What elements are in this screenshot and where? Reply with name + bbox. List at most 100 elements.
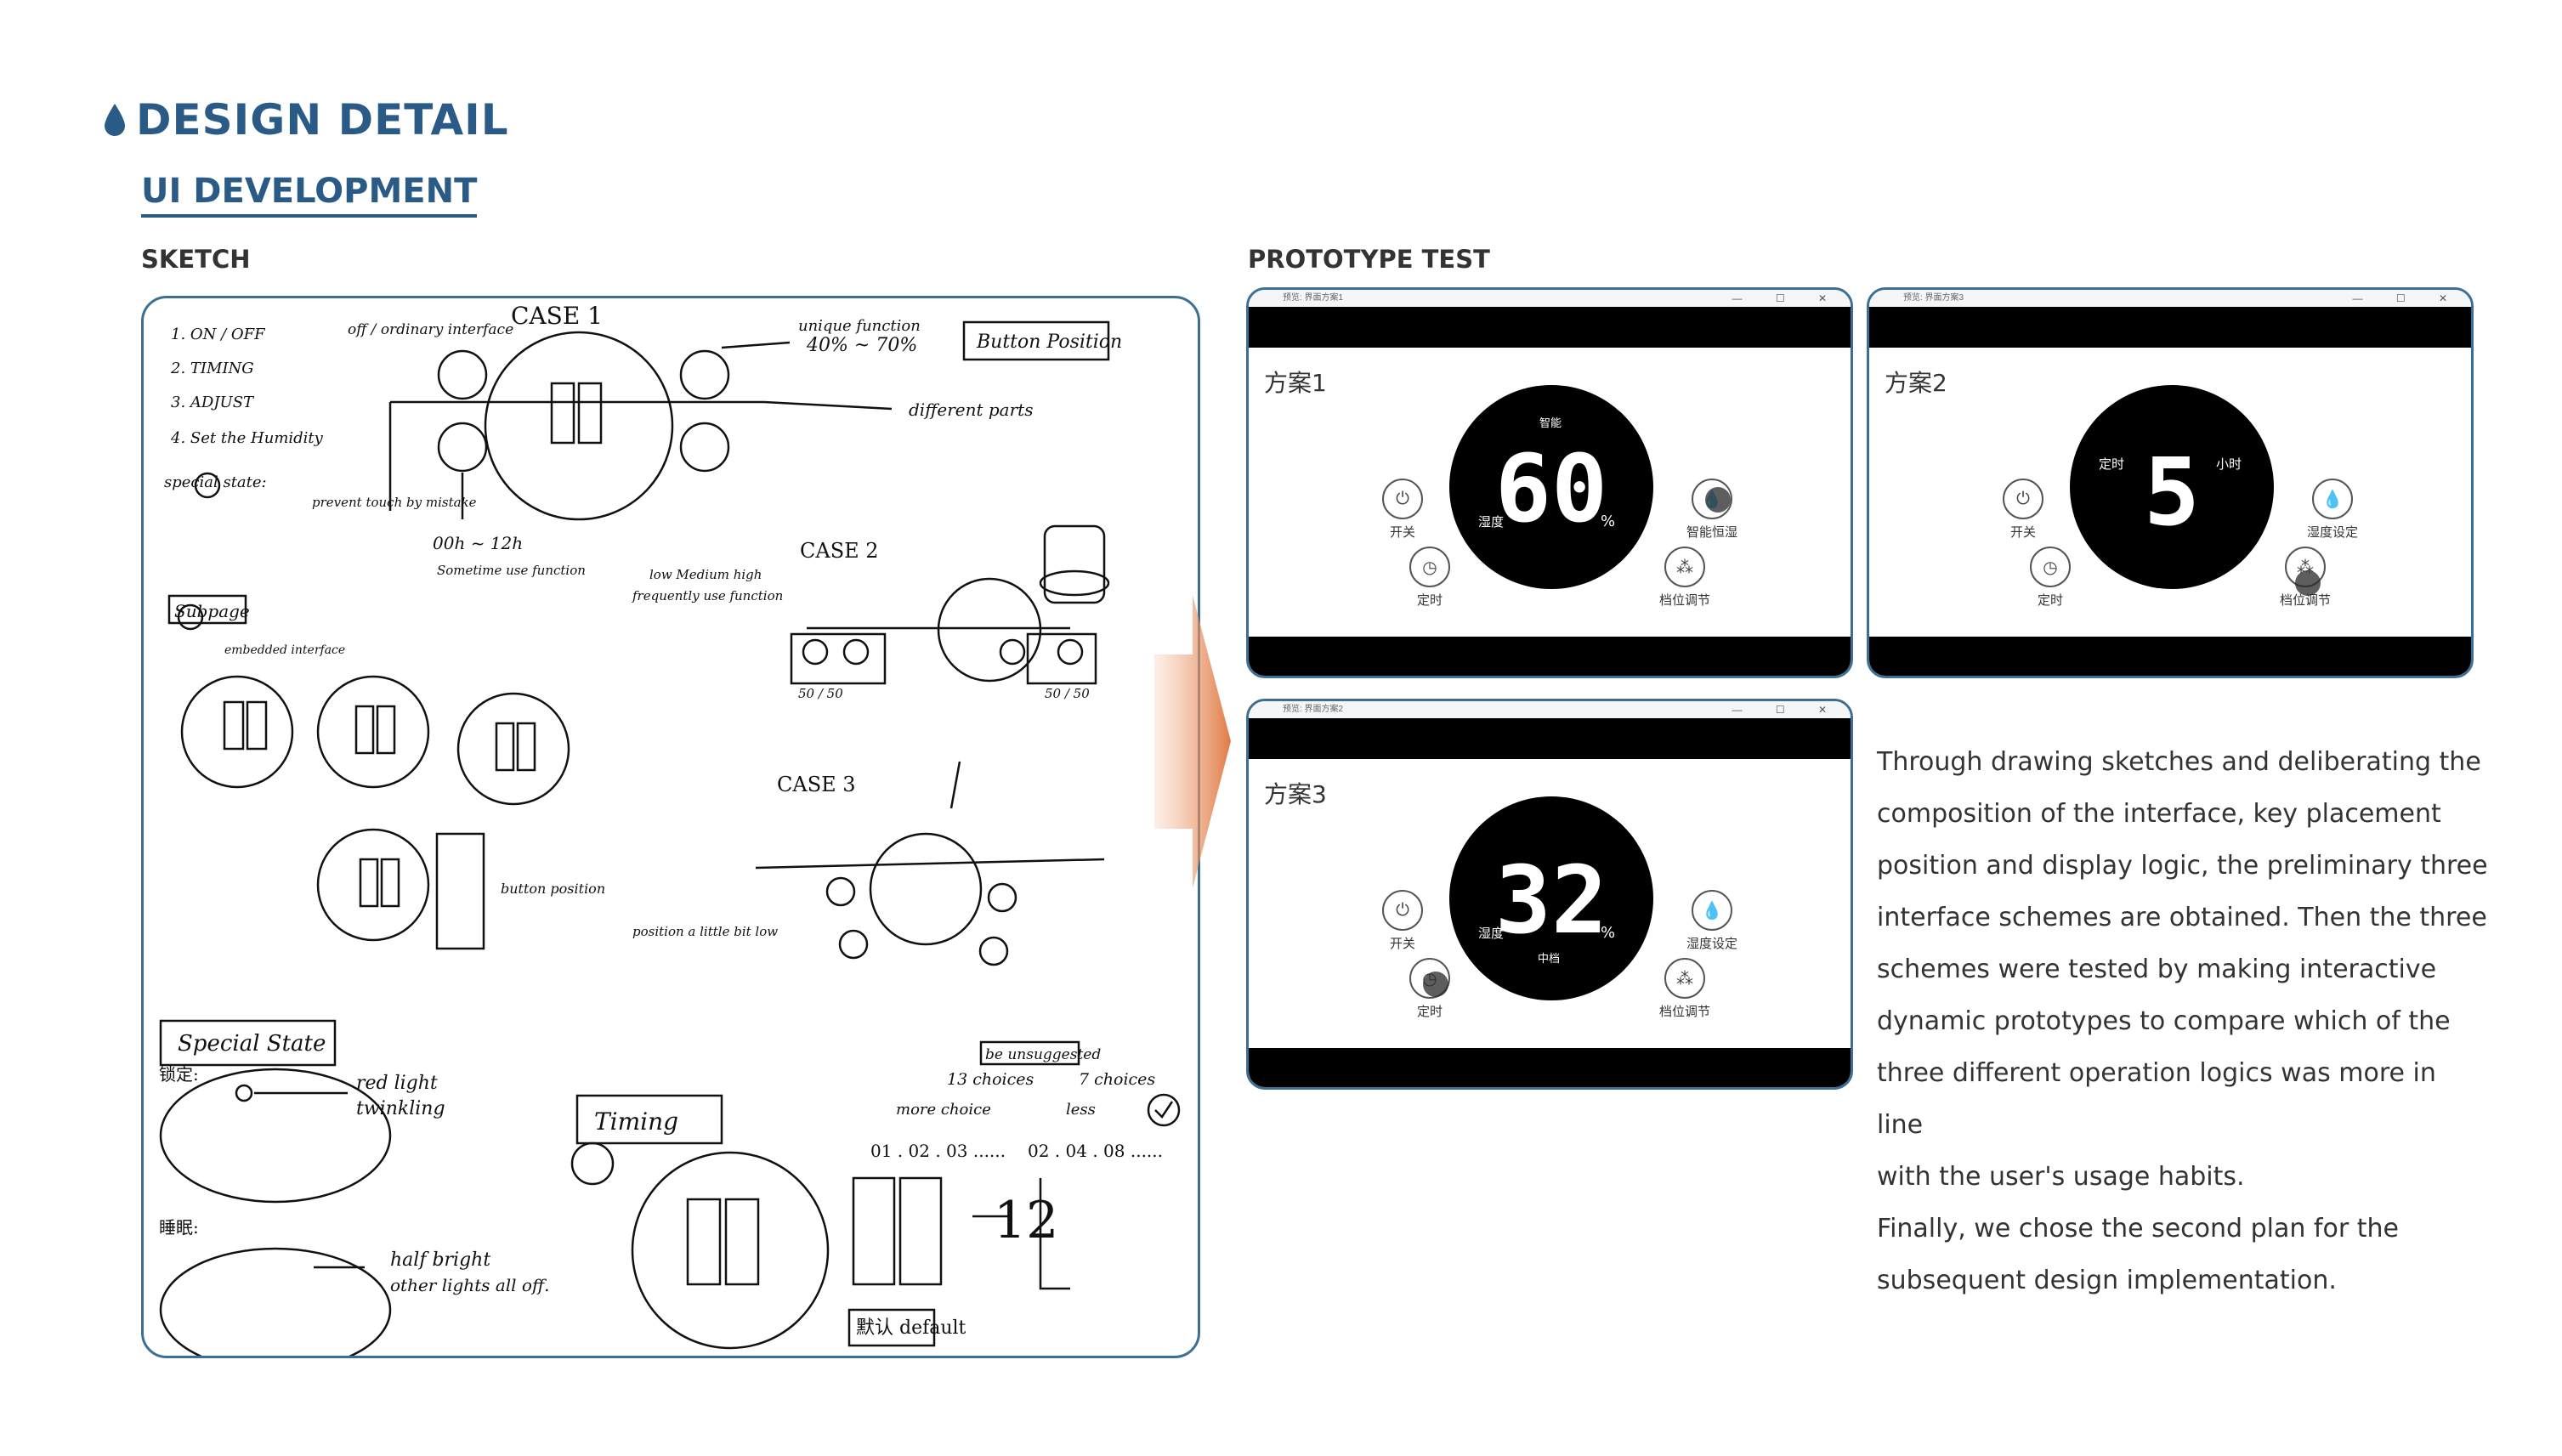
drop-icon: 💧 <box>1692 479 1732 519</box>
sketch-label: SKETCH <box>141 245 251 274</box>
svg-text:frequently use function: frequently use function <box>632 588 783 603</box>
mist-icon: ⁂ <box>1664 958 1705 999</box>
sketch-legend-1: 1. ON / OFF <box>171 326 266 343</box>
svg-text:twinkling: twinkling <box>356 1098 445 1119</box>
prototype-label: PROTOTYPE TEST <box>1248 245 1490 274</box>
hour-label: 小时 <box>2216 456 2242 472</box>
timer-button[interactable]: ◷ 定时 <box>1392 547 1468 609</box>
svg-text:more choice: more choice <box>896 1101 991 1119</box>
description-text: Through drawing sketches and deliberatin… <box>1877 747 2488 1295</box>
unit-label: % <box>1601 924 1616 942</box>
svg-text:Subpage: Subpage <box>174 601 250 621</box>
scheme-name: 方案1 <box>1264 369 1327 397</box>
prototype-window-3[interactable]: 预览: 界面方案2 — ☐ ✕ 方案3 32 湿度 % 中档 ⏻ 开关 ◷ 定时… <box>1246 699 1853 1090</box>
humidity-value: 32 <box>1494 846 1608 955</box>
humidity-label: 湿度 <box>1478 926 1505 941</box>
svg-text:默认 default: 默认 default <box>856 1317 966 1339</box>
sketch-legend-3: 3. ADJUST <box>171 394 255 411</box>
timer-value: 5 <box>2143 438 2201 547</box>
svg-text:CASE 3: CASE 3 <box>777 773 856 796</box>
mist-icon: ⁂ <box>2285 547 2326 596</box>
svg-text:7 choices: 7 choices <box>1079 1070 1155 1089</box>
transition-arrow <box>1154 595 1231 888</box>
level-button[interactable]: ⁂ 档位调节 <box>2267 547 2344 609</box>
svg-text:50 / 50: 50 / 50 <box>1045 686 1090 701</box>
power-icon: ⏻ <box>1382 479 1423 519</box>
scheme-name: 方案2 <box>1885 369 1947 397</box>
window-titlebar: 预览: 界面方案2 <box>1249 701 1851 718</box>
clock-icon: ◷ <box>1409 547 1450 587</box>
window-controls[interactable]: — ☐ ✕ <box>1732 292 1842 304</box>
level-label: 中档 <box>1538 953 1561 966</box>
svg-text:unique function: unique function <box>798 317 921 335</box>
prototype-window-1[interactable]: 预览: 界面方案1 — ☐ ✕ 方案1 智能 60 湿度 % ⏻ 开关 ◷ 定时… <box>1246 287 1853 678</box>
svg-text:off / ordinary interface: off / ordinary interface <box>348 321 513 338</box>
timer-label: 定时 <box>2099 456 2125 472</box>
mode-label: 智能 <box>1539 417 1562 430</box>
timer-button[interactable]: ◷ 定时 <box>2012 547 2089 609</box>
sketch-legend-2: 2. TIMING <box>170 360 254 377</box>
svg-text:锁定:: 锁定: <box>159 1064 199 1085</box>
svg-text:button position: button position <box>501 881 605 897</box>
svg-text:different parts: different parts <box>909 399 1033 420</box>
svg-text:Timing: Timing <box>594 1108 678 1136</box>
svg-text:13 choices: 13 choices <box>947 1070 1034 1089</box>
svg-text:less: less <box>1066 1101 1096 1119</box>
unit-label: % <box>1601 513 1616 530</box>
svg-text:睡眠:: 睡眠: <box>159 1217 199 1238</box>
svg-text:40% ~ 70%: 40% ~ 70% <box>806 335 917 356</box>
svg-text:01 . 02 . 03 ......: 01 . 02 . 03 ...... <box>870 1141 1006 1161</box>
sketch-special-state: special state: <box>164 473 267 491</box>
page-title: DESIGN DETAIL <box>136 95 509 144</box>
power-icon: ⏻ <box>2003 479 2043 519</box>
drop-icon <box>105 104 125 136</box>
clock-icon: ◷ <box>1409 958 1450 999</box>
level-button[interactable]: ⁂ 档位调节 <box>1647 547 1723 609</box>
svg-text:other lights all off.: other lights all off. <box>390 1275 550 1295</box>
svg-text:half bright: half bright <box>390 1249 490 1271</box>
svg-text:Special State: Special State <box>178 1031 326 1057</box>
level-button[interactable]: ⁂ 档位调节 <box>1647 958 1723 1020</box>
clock-icon: ◷ <box>2030 547 2071 587</box>
humidity-set-button[interactable]: 💧 湿度设定 <box>1674 890 1750 952</box>
sketch-legend-4: 4. Set the Humidity <box>170 429 324 447</box>
display-dial: 定时 5 小时 <box>2070 385 2274 589</box>
sketch-drawing: 1. ON / OFF 2. TIMING 3. ADJUST 4. Set t… <box>159 302 1181 1356</box>
svg-text:red light: red light <box>356 1073 438 1094</box>
svg-text:CASE 2: CASE 2 <box>800 539 879 563</box>
drop-icon: 💧 <box>2312 479 2353 519</box>
svg-text:low Medium high: low Medium high <box>649 567 762 582</box>
drop-icon: 💧 <box>1692 890 1732 931</box>
svg-text:be unsuggested: be unsuggested <box>985 1046 1101 1063</box>
svg-text:Button Position: Button Position <box>976 331 1122 353</box>
timer-button[interactable]: ◷ 定时 <box>1392 958 1468 1020</box>
display-dial: 32 湿度 % 中档 <box>1449 796 1653 1000</box>
page-subtitle: UI DEVELOPMENT <box>141 172 478 218</box>
smart-humidity-button[interactable]: 💧 智能恒湿 <box>1674 479 1750 541</box>
svg-text:prevent touch by mistake: prevent touch by mistake <box>312 495 477 510</box>
display-dial: 智能 60 湿度 % <box>1449 385 1653 589</box>
humidity-value: 60 <box>1494 434 1608 543</box>
svg-text:50 / 50: 50 / 50 <box>798 686 843 701</box>
power-button[interactable]: ⏻ 开关 <box>1985 479 2061 541</box>
svg-text:CASE 1: CASE 1 <box>511 302 603 330</box>
mist-icon: ⁂ <box>1664 547 1705 587</box>
window-titlebar: 预览: 界面方案1 <box>1249 290 1851 307</box>
humidity-set-button[interactable]: 💧 湿度设定 <box>2294 479 2371 541</box>
svg-text:12: 12 <box>994 1191 1058 1250</box>
window-controls[interactable]: — ☐ ✕ <box>1732 704 1842 716</box>
svg-text:position a little bit low: position a little bit low <box>632 924 778 939</box>
svg-text:Sometime use function: Sometime use function <box>437 563 586 578</box>
window-titlebar: 预览: 界面方案3 <box>1869 290 2471 307</box>
sketch-panel: 1. ON / OFF 2. TIMING 3. ADJUST 4. Set t… <box>141 296 1200 1358</box>
prototype-window-2[interactable]: 预览: 界面方案3 — ☐ ✕ 方案2 定时 5 小时 ⏻ 开关 ◷ 定时 💧 … <box>1867 287 2474 678</box>
power-icon: ⏻ <box>1382 890 1423 931</box>
power-button[interactable]: ⏻ 开关 <box>1364 890 1441 952</box>
power-button[interactable]: ⏻ 开关 <box>1364 479 1441 541</box>
svg-text:02 . 04 . 08 ......: 02 . 04 . 08 ...... <box>1028 1141 1163 1161</box>
svg-text:00h ~ 12h: 00h ~ 12h <box>433 533 523 553</box>
scheme-name: 方案3 <box>1264 780 1327 808</box>
window-controls[interactable]: — ☐ ✕ <box>2352 292 2463 304</box>
humidity-label: 湿度 <box>1478 514 1505 530</box>
svg-text:embedded interface: embedded interface <box>224 643 345 657</box>
